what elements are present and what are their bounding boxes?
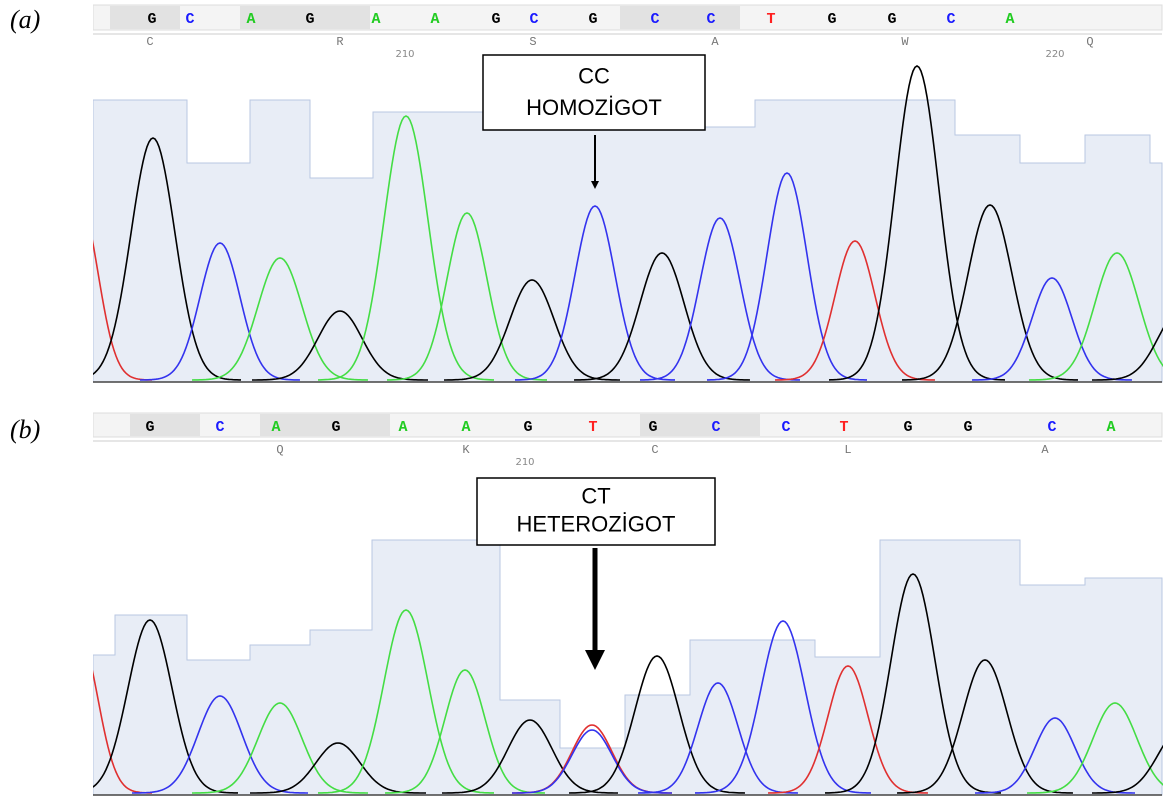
quality-bars — [93, 540, 1162, 795]
amino-acid: A — [1041, 443, 1049, 457]
base-call: A — [246, 11, 255, 28]
base-call: G — [523, 419, 532, 436]
base-call: C — [1047, 419, 1056, 436]
amino-acid: C — [146, 35, 153, 49]
base-call: A — [1106, 419, 1115, 436]
amino-acid: W — [901, 35, 909, 49]
base-call: G — [827, 11, 836, 28]
amino-acid: S — [529, 35, 536, 49]
base-call: C — [650, 11, 659, 28]
base-call: G — [491, 11, 500, 28]
amino-acid: C — [651, 443, 658, 457]
quality-bars — [93, 100, 1162, 382]
base-call: T — [588, 419, 597, 436]
amino-acid: Q — [276, 443, 283, 457]
base-header — [93, 413, 1162, 437]
amino-acid: A — [711, 35, 719, 49]
figure: GCAGAAGCGCCTGGCACRSAWQ210220(a)CCHOMOZİG… — [0, 0, 1167, 799]
position-number: 220 — [1045, 49, 1064, 60]
amino-acid: K — [462, 443, 470, 457]
annotation-text: CC — [578, 64, 610, 89]
position-number: 210 — [395, 49, 414, 60]
base-call: A — [398, 419, 407, 436]
base-call: A — [430, 11, 439, 28]
header-shade — [110, 6, 180, 29]
header-shade — [640, 414, 760, 436]
base-call: G — [588, 11, 597, 28]
base-call: C — [185, 11, 194, 28]
amino-acid: L — [844, 443, 851, 457]
base-call: G — [305, 11, 314, 28]
base-call: C — [946, 11, 955, 28]
amino-acid: Q — [1086, 35, 1093, 49]
base-call: G — [903, 419, 912, 436]
base-call: T — [766, 11, 775, 28]
panel-label: (a) — [10, 5, 40, 34]
base-call: A — [271, 419, 280, 436]
base-call: C — [781, 419, 790, 436]
annotation-text: HETEROZİGOT — [517, 512, 676, 537]
header-shade — [620, 6, 740, 29]
base-call: A — [371, 11, 380, 28]
base-call: T — [839, 419, 848, 436]
base-call: C — [215, 419, 224, 436]
base-call: G — [147, 11, 156, 28]
base-call: A — [461, 419, 470, 436]
base-call: C — [706, 11, 715, 28]
base-call: G — [145, 419, 154, 436]
base-call: C — [529, 11, 538, 28]
base-call: C — [711, 419, 720, 436]
base-call: A — [1005, 11, 1014, 28]
position-number: 210 — [515, 457, 534, 468]
base-call: G — [963, 419, 972, 436]
panel-label: (b) — [10, 415, 40, 444]
base-call: G — [648, 419, 657, 436]
amino-acid: R — [336, 35, 343, 49]
annotation-text: CT — [581, 483, 610, 508]
base-call: G — [331, 419, 340, 436]
header-shade — [130, 414, 200, 436]
base-call: G — [887, 11, 896, 28]
annotation-text: HOMOZİGOT — [526, 95, 662, 120]
